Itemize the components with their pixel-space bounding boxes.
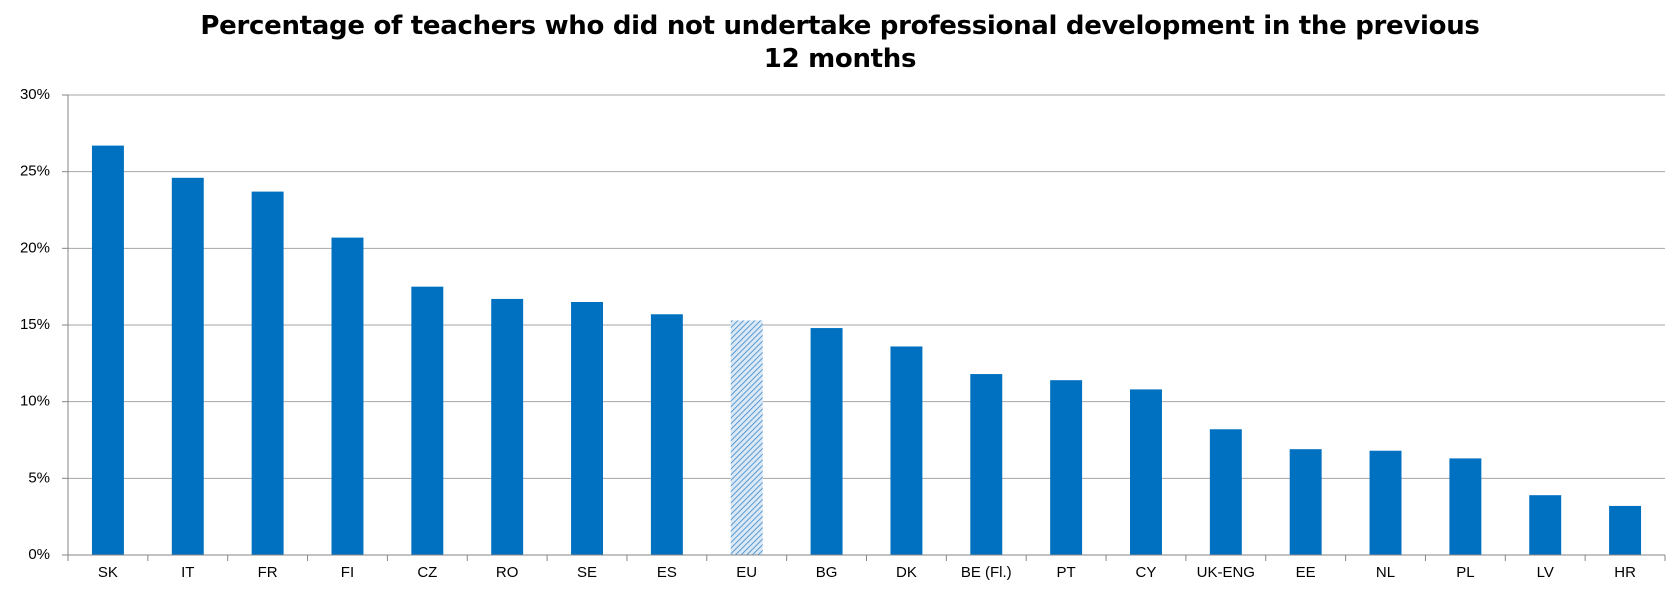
bar [411,286,444,555]
y-tick-label: 5% [28,469,50,486]
x-tick-label: ES [657,564,677,581]
bar [1609,505,1642,555]
bar [970,374,1003,555]
x-tick-label: RO [496,564,519,581]
y-tick-label: 25% [20,163,50,180]
bar [331,237,364,555]
y-tick-label: 10% [20,393,50,410]
x-tick-label: UK-ENG [1197,564,1255,581]
x-tick-label: BE (Fl.) [961,564,1012,581]
bar [251,191,284,555]
x-tick-label: CZ [417,564,437,581]
x-tick-label: EE [1296,564,1316,581]
bar [1369,450,1402,555]
bar [1050,380,1083,555]
x-tick-label: LV [1537,564,1554,581]
bar [1289,449,1322,555]
bar [810,328,843,555]
x-tick-label: PT [1057,564,1076,581]
y-tick-label: 20% [20,239,50,256]
y-tick-label: 30% [20,86,50,103]
bar [571,302,603,555]
bar [1130,389,1162,555]
bar [650,314,683,555]
x-tick-label: EU [736,564,757,581]
x-tick-label: FI [341,564,354,581]
x-tick-label: SE [577,564,597,581]
x-tick-label: SK [98,564,118,581]
y-tick-label: 0% [28,546,50,563]
x-tick-label: DK [896,564,917,581]
bar [171,177,204,556]
bar [1209,429,1242,555]
bar [491,298,524,555]
bar [91,145,124,555]
y-tick-label: 15% [20,316,50,333]
bar [1529,495,1562,555]
bar [730,320,763,555]
chart-title: Percentage of teachers who did not under… [200,11,1480,74]
x-tick-label: FR [258,564,278,581]
x-tick-label: BG [816,564,838,581]
x-tick-label: IT [181,564,194,581]
bar [890,346,923,555]
x-tick-label: CY [1136,564,1157,581]
x-tick-label: PL [1456,564,1474,581]
x-tick-label: NL [1376,564,1395,581]
bar [1449,458,1482,555]
x-tick-label: HR [1614,564,1636,581]
